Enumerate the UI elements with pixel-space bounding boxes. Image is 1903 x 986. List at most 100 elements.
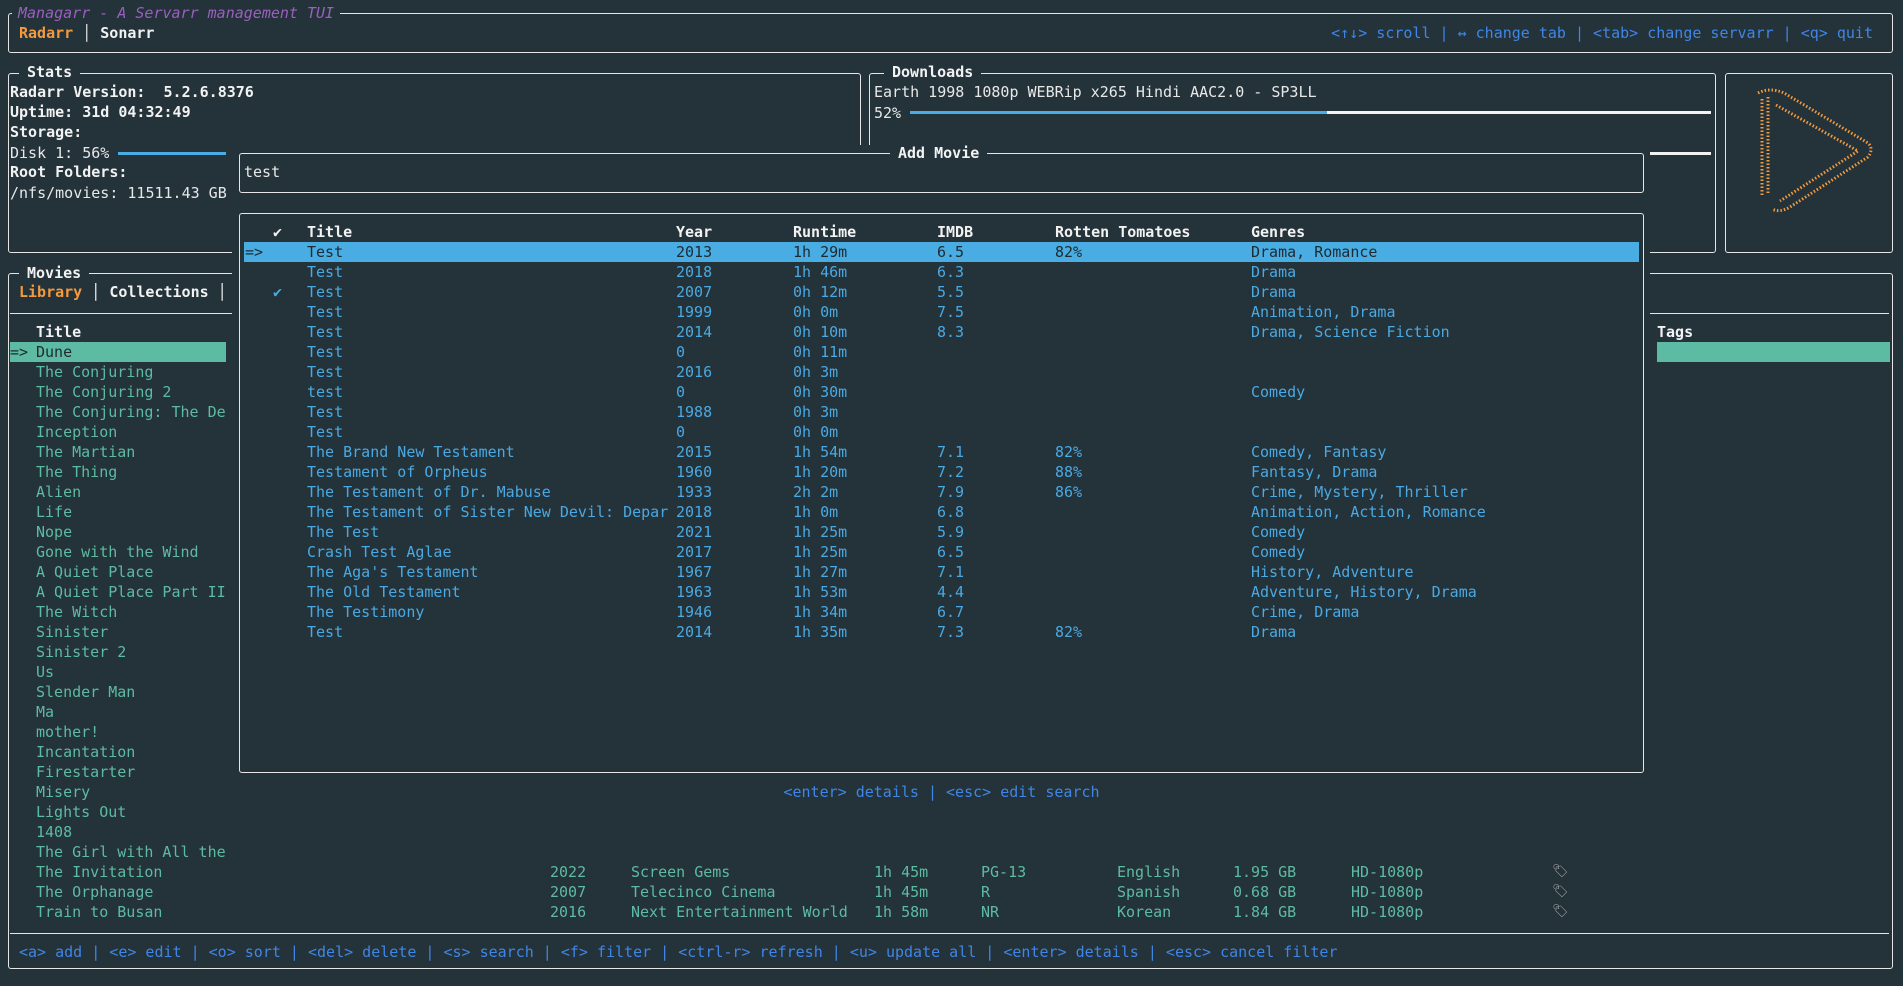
library-size: 1.95 GB	[1233, 863, 1297, 881]
library-row[interactable]: Misery	[36, 783, 91, 801]
library-row[interactable]: The Conjuring: The De	[36, 403, 226, 421]
library-row[interactable]: Gone with the Wind	[36, 543, 199, 561]
library-runtime: 1h 58m	[874, 903, 929, 921]
library-row[interactable]: Nope	[36, 523, 73, 541]
library-row[interactable]: Firestarter	[36, 763, 136, 781]
result-genres: Animation, Action, Romance	[1251, 503, 1486, 521]
library-row[interactable]: Inception	[36, 423, 118, 441]
result-title[interactable]: The Testament of Dr. Mabuse	[307, 483, 551, 501]
result-runtime: 0h 10m	[793, 323, 848, 341]
library-row[interactable]: The Invitation	[36, 863, 163, 881]
result-year: 2018	[676, 263, 713, 281]
result-runtime: 0h 12m	[793, 283, 848, 301]
version-label: Radarr Version:	[10, 83, 146, 101]
result-imdb: 5.5	[937, 283, 965, 301]
result-title[interactable]: The Testimony	[307, 603, 425, 621]
result-year: 1963	[676, 583, 713, 601]
result-title[interactable]: test	[307, 383, 344, 401]
download-progress-fill	[910, 111, 1327, 114]
tab-sonarr[interactable]: Sonarr	[100, 24, 155, 42]
library-studio: Telecinco Cinema	[631, 883, 776, 901]
result-runtime: 0h 3m	[793, 403, 839, 421]
library-row[interactable]: The Conjuring	[36, 363, 154, 381]
library-quality: HD-1080p	[1351, 903, 1424, 921]
result-year: 1960	[676, 463, 713, 481]
result-title[interactable]: Test	[307, 343, 344, 361]
library-row[interactable]: Incantation	[36, 743, 136, 761]
library-rating: NR	[981, 903, 1000, 921]
library-row[interactable]: The Conjuring 2	[36, 383, 172, 401]
result-title[interactable]: The Testament of Sister New Devil: Depar	[307, 503, 669, 521]
search-results-panel	[239, 213, 1644, 773]
rotten-tomatoes-column-header: Rotten Tomatoes	[1055, 223, 1191, 241]
result-imdb: 7.3	[937, 623, 965, 641]
tab-library[interactable]: Library	[19, 283, 83, 301]
result-imdb: 5.9	[937, 523, 965, 541]
result-genres: Crime, Drama	[1251, 603, 1360, 621]
disk-usage-bar	[118, 152, 226, 155]
result-runtime: 1h 29m	[793, 243, 848, 261]
library-row[interactable]: Train to Busan	[36, 903, 163, 921]
library-year: 2022	[550, 863, 587, 881]
search-input[interactable]: test	[244, 163, 281, 181]
library-row[interactable]: The Witch	[36, 603, 118, 621]
result-genres: Drama	[1251, 263, 1297, 281]
result-title[interactable]: The Aga's Testament	[307, 563, 479, 581]
servarr-tabs: Radarr │ Sonarr	[19, 23, 154, 43]
tab-radarr[interactable]: Radarr	[19, 24, 74, 42]
result-genres: Fantasy, Drama	[1251, 463, 1378, 481]
logo-panel	[1725, 73, 1893, 253]
library-row[interactable]: 1408	[36, 823, 73, 841]
result-title[interactable]: Test	[307, 363, 344, 381]
result-title[interactable]: Test	[307, 623, 344, 641]
result-title[interactable]: Test	[307, 283, 344, 301]
result-year: 2007	[676, 283, 713, 301]
result-title[interactable]: The Brand New Testament	[307, 443, 515, 461]
result-title[interactable]: Testament of Orpheus	[307, 463, 488, 481]
result-imdb: 6.3	[937, 263, 965, 281]
library-row[interactable]: Sinister 2	[36, 643, 127, 661]
result-title[interactable]: Test	[307, 243, 344, 261]
library-row[interactable]: The Martian	[36, 443, 136, 461]
library-row[interactable]: Alien	[36, 483, 82, 501]
result-title[interactable]: The Old Testament	[307, 583, 461, 601]
library-row[interactable]: Dune	[36, 343, 73, 361]
library-row[interactable]: A Quiet Place Part II	[36, 583, 226, 601]
library-row[interactable]: A Quiet Place	[36, 563, 154, 581]
library-quality: HD-1080p	[1351, 883, 1424, 901]
library-row[interactable]: The Thing	[36, 463, 118, 481]
storage-label: Storage:	[10, 123, 83, 141]
result-title[interactable]: Test	[307, 403, 344, 421]
result-title[interactable]: Test	[307, 423, 344, 441]
movies-title: Movies	[19, 263, 90, 283]
library-studio: Screen Gems	[631, 863, 731, 881]
library-row[interactable]: Slender Man	[36, 683, 136, 701]
library-row[interactable]: The Orphanage	[36, 883, 154, 901]
result-genres: Comedy	[1251, 523, 1306, 541]
result-title[interactable]: The Test	[307, 523, 380, 541]
result-runtime: 0h 11m	[793, 343, 848, 361]
library-rating: PG-13	[981, 863, 1027, 881]
library-row[interactable]: Life	[36, 503, 73, 521]
library-row[interactable]: The Girl with All the	[36, 843, 226, 861]
result-title[interactable]: Test	[307, 303, 344, 321]
library-year: 2007	[550, 883, 587, 901]
library-row[interactable]: Ma	[36, 703, 55, 721]
root-folder-value: /nfs/movies: 11511.43 GB	[10, 184, 227, 202]
library-highlight-right	[1657, 342, 1890, 362]
tab-collections[interactable]: Collections	[109, 283, 209, 301]
result-rotten-tomatoes: 82%	[1055, 623, 1083, 641]
library-row[interactable]: Sinister	[36, 623, 109, 641]
uptime-value: 31d 04:32:49	[82, 103, 191, 121]
result-title[interactable]: Test	[307, 323, 344, 341]
library-rating: R	[981, 883, 991, 901]
result-title[interactable]: Crash Test Aglae	[307, 543, 452, 561]
tab-divider: │	[73, 24, 101, 42]
library-row[interactable]: Us	[36, 663, 55, 681]
library-row[interactable]: Lights Out	[36, 803, 127, 821]
result-title[interactable]: Test	[307, 263, 344, 281]
result-year: 1988	[676, 403, 713, 421]
add-movie-title: Add Movie	[890, 143, 988, 163]
result-genres: Drama	[1251, 283, 1297, 301]
library-row[interactable]: mother!	[36, 723, 100, 741]
